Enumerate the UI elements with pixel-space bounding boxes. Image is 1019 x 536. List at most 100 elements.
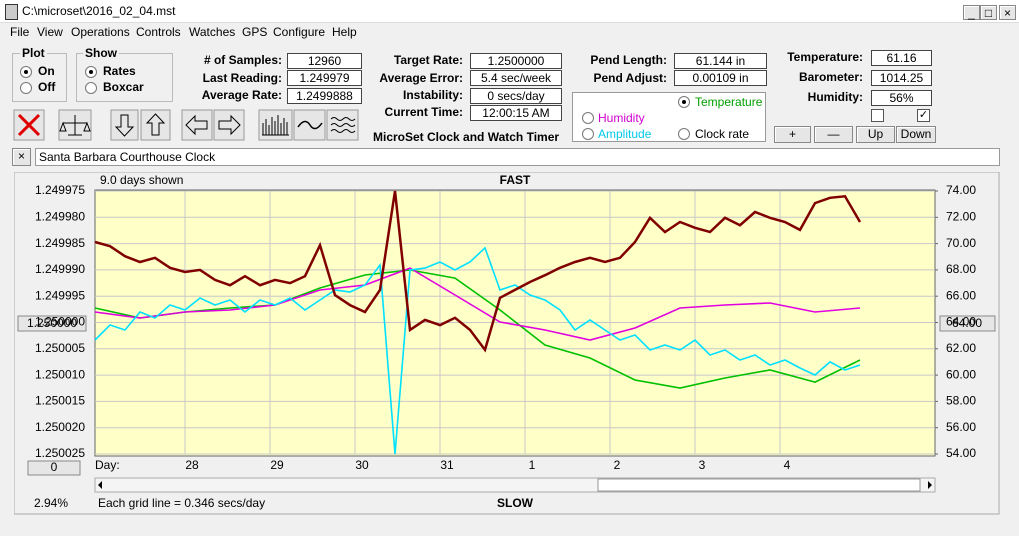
left-readout[interactable]: 1.250000 bbox=[27, 316, 77, 330]
radio[interactable] bbox=[582, 128, 594, 140]
minimize-button[interactable]: _ bbox=[963, 5, 980, 20]
app-icon bbox=[5, 4, 18, 20]
radio[interactable] bbox=[20, 82, 32, 94]
icon bbox=[330, 117, 356, 133]
day-label: 4 bbox=[784, 458, 791, 472]
radio[interactable] bbox=[85, 82, 97, 94]
checkbox[interactable] bbox=[871, 109, 884, 122]
clock-name[interactable]: Santa Barbara Courthouse Clock bbox=[35, 148, 1000, 166]
field-value: 1.249979 bbox=[287, 70, 362, 86]
field-value: 61.16 bbox=[871, 50, 932, 66]
icon bbox=[145, 113, 166, 136]
day-label: 1 bbox=[529, 458, 536, 472]
series-line bbox=[94, 269, 861, 389]
checkbox[interactable]: ✓ bbox=[917, 109, 930, 122]
radio-label[interactable]: Temperature bbox=[695, 95, 763, 109]
zero-button-box[interactable] bbox=[27, 460, 81, 476]
field-value: 1.2499888 bbox=[287, 88, 362, 104]
field-value: 56% bbox=[871, 90, 932, 106]
right-readout-box[interactable] bbox=[939, 315, 996, 332]
icon bbox=[262, 115, 289, 136]
radio-label[interactable]: Off bbox=[38, 80, 56, 94]
day-label: 30 bbox=[355, 458, 369, 472]
maximize-button[interactable]: □ bbox=[980, 5, 997, 20]
field-value: 12960 bbox=[287, 53, 362, 69]
field-label: Pend Length: bbox=[590, 53, 667, 67]
icon bbox=[185, 114, 208, 136]
menu-item[interactable]: Operations bbox=[71, 25, 130, 39]
y2-tick-label: 56.00 bbox=[946, 420, 976, 434]
day-label: 31 bbox=[440, 458, 454, 472]
y2-tick-label: 62.00 bbox=[946, 341, 976, 355]
app-title: MicroSet Clock and Watch Timer bbox=[373, 130, 560, 144]
left-readout-box[interactable] bbox=[17, 315, 87, 332]
y2-tick-label: 58.00 bbox=[946, 394, 976, 408]
menu-item[interactable]: Help bbox=[332, 25, 357, 39]
group-title: Show bbox=[83, 46, 119, 60]
menu-item[interactable]: Configure bbox=[273, 25, 326, 39]
menu-item[interactable]: Watches bbox=[189, 25, 236, 39]
menu-item[interactable]: View bbox=[37, 25, 63, 39]
field-value: 0 secs/day bbox=[470, 88, 562, 104]
y2-tick-label: 54.00 bbox=[946, 446, 976, 460]
radio-label[interactable]: Boxcar bbox=[103, 80, 144, 94]
y-tick-label: 1.249975 bbox=[35, 183, 85, 197]
menu-item[interactable]: GPS bbox=[242, 25, 268, 39]
y-tick-label: 1.249985 bbox=[35, 236, 85, 250]
radio[interactable] bbox=[678, 96, 690, 108]
radio-label[interactable]: Clock rate bbox=[695, 127, 750, 141]
field-label: Humidity: bbox=[807, 90, 863, 104]
close-button[interactable]: × bbox=[999, 5, 1016, 20]
menu-item[interactable]: File bbox=[10, 25, 30, 39]
radio[interactable] bbox=[678, 128, 690, 140]
y-tick-label: 1.250025 bbox=[35, 446, 85, 460]
zero-button[interactable]: 0 bbox=[51, 460, 58, 474]
field-label: Instability: bbox=[402, 88, 463, 102]
radio-label[interactable]: On bbox=[38, 64, 55, 78]
radio[interactable] bbox=[20, 66, 32, 78]
field-label: Last Reading: bbox=[202, 71, 282, 85]
title-bar bbox=[0, 0, 1019, 23]
field-value: 1014.25 bbox=[871, 70, 932, 86]
menu-item[interactable]: Controls bbox=[136, 25, 181, 39]
icon bbox=[297, 120, 323, 130]
field-label: Temperature: bbox=[787, 50, 863, 64]
y2-tick-label: 68.00 bbox=[946, 262, 976, 276]
y-tick-label: 1.249995 bbox=[35, 288, 85, 302]
field-value: 12:00:15 AM bbox=[470, 105, 562, 121]
day-label: 29 bbox=[270, 458, 284, 472]
series-line bbox=[94, 246, 861, 455]
icon bbox=[218, 114, 241, 136]
bottom-label: SLOW bbox=[497, 496, 534, 510]
y2-tick-label: 74.00 bbox=[946, 183, 976, 197]
radio[interactable] bbox=[582, 112, 594, 124]
icon bbox=[59, 115, 91, 136]
scroll-thumb[interactable] bbox=[597, 478, 921, 492]
icon bbox=[17, 113, 41, 137]
field-label: Average Rate: bbox=[201, 88, 282, 102]
field-label: Current Time: bbox=[384, 105, 463, 119]
radio[interactable] bbox=[85, 66, 97, 78]
radio-label[interactable]: Humidity bbox=[598, 111, 645, 125]
series-line bbox=[94, 190, 862, 353]
button[interactable]: + bbox=[774, 126, 811, 143]
radio-label[interactable]: Amplitude bbox=[598, 127, 652, 141]
radio-label[interactable]: Rates bbox=[103, 64, 136, 78]
y-tick-label: 1.249980 bbox=[35, 209, 85, 223]
button[interactable]: Down bbox=[896, 126, 936, 143]
button[interactable]: — bbox=[814, 126, 853, 143]
y2-tick-label: 60.00 bbox=[946, 367, 976, 381]
icon bbox=[114, 114, 135, 137]
field-value: 61.144 in bbox=[674, 53, 767, 69]
days-shown: 9.0 days shown bbox=[100, 173, 183, 187]
radio-panel bbox=[572, 92, 766, 142]
y-tick-label: 1.250000 bbox=[35, 315, 85, 329]
y-tick-label: 1.250005 bbox=[35, 341, 85, 355]
right-readout[interactable]: 64.00 bbox=[952, 316, 982, 330]
clear-button[interactable]: × bbox=[12, 148, 31, 166]
button[interactable]: Up bbox=[856, 126, 895, 143]
field-value: 1.2500000 bbox=[470, 53, 562, 69]
group-box bbox=[76, 53, 173, 102]
field-value: 5.4 sec/week bbox=[470, 70, 562, 86]
